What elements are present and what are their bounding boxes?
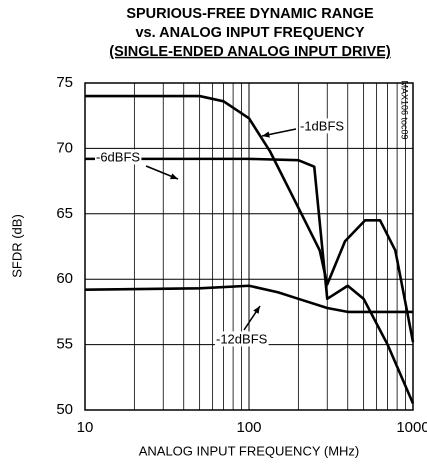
x-tick-label: 1000 [396, 419, 427, 436]
y-tick-label: 55 [56, 336, 73, 353]
side-note: MAX106 toc09 [400, 80, 410, 139]
x-axis-label: ANALOG INPUT FREQUENCY (MHz) [139, 443, 360, 458]
label-bg [95, 149, 142, 165]
y-tick-label: 75 [56, 74, 73, 91]
plot-frame [84, 82, 414, 411]
y-axis-label: SFDR (dB) [9, 214, 24, 278]
chart-title: (SINGLE-ENDED ANALOG INPUT DRIVE) [109, 44, 391, 60]
series-line [85, 157, 415, 404]
chart-title: vs. ANALOG INPUT FREQUENCY [135, 25, 364, 41]
y-tick-label: 60 [56, 270, 73, 287]
series-label: -6dBFS [96, 149, 140, 164]
series-label: -12dBFS [216, 331, 268, 346]
arrow-head [170, 173, 178, 180]
label-bg [215, 331, 269, 347]
label-bg [299, 118, 346, 134]
series-label: -1dBFS [300, 118, 344, 133]
series-line [85, 94, 415, 343]
x-tick-label: 100 [236, 419, 261, 436]
series-line [84, 284, 413, 314]
chart-title: SPURIOUS-FREE DYNAMIC RANGE [126, 6, 374, 22]
y-tick-label: 50 [56, 401, 73, 418]
y-tick-label: 70 [56, 139, 73, 156]
arrow-head [262, 131, 270, 138]
arrow-head [253, 306, 260, 314]
x-tick-label: 10 [77, 419, 94, 436]
y-tick-label: 65 [56, 205, 73, 222]
